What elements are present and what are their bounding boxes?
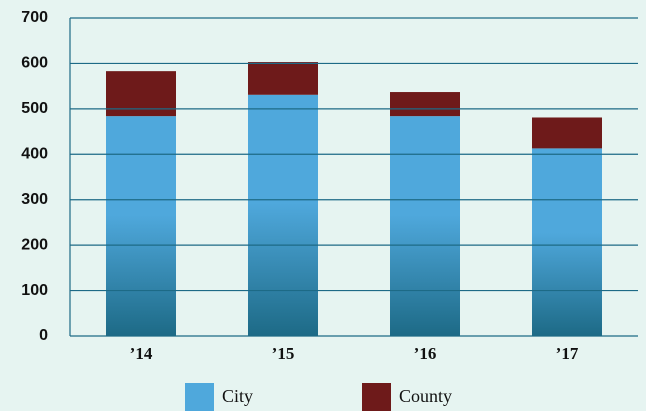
- y-tick-label: 0: [39, 327, 48, 344]
- bar-segment: [248, 94, 318, 336]
- y-tick-label: 100: [21, 282, 48, 299]
- y-tick-label: 400: [21, 146, 48, 163]
- legend-label: City: [222, 386, 253, 406]
- y-tick-label: 600: [21, 55, 48, 72]
- legend-swatch: [362, 383, 391, 411]
- y-tick-label: 700: [21, 9, 48, 26]
- legend-swatch: [185, 383, 214, 411]
- y-tick-label: 500: [21, 100, 48, 117]
- bar-segment: [248, 62, 318, 95]
- bar-segment: [532, 148, 602, 336]
- x-tick-label: ’17: [556, 344, 579, 363]
- y-tick-label: 200: [21, 236, 48, 253]
- bar-segment: [390, 92, 460, 117]
- x-tick-label: ’14: [130, 344, 153, 363]
- x-tick-label: ’15: [272, 344, 295, 363]
- x-tick-label: ’16: [414, 344, 437, 363]
- y-tick-label: 300: [21, 191, 48, 208]
- bar-segment: [106, 116, 176, 336]
- bar-segment: [390, 116, 460, 336]
- bar-segment: [532, 117, 602, 149]
- legend-label: County: [399, 386, 452, 406]
